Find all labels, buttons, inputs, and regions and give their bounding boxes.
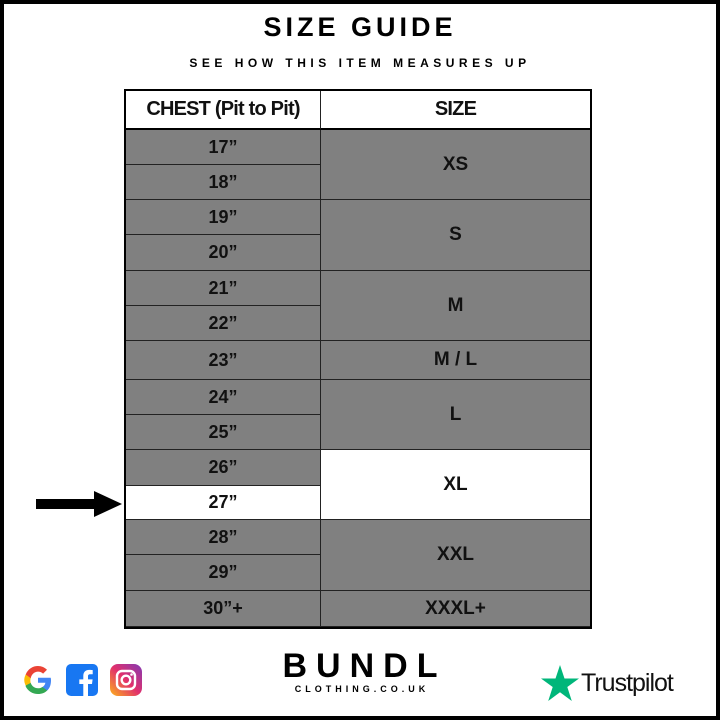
facebook-icon[interactable]	[66, 664, 98, 696]
brand-name: BUNDL	[282, 647, 447, 685]
brand-url: CLOTHING.CO.UK	[294, 684, 430, 694]
chest-cell: 29”	[126, 555, 321, 591]
chest-cell: 22”	[126, 306, 321, 341]
social-icons	[22, 664, 142, 696]
size-cell: M	[321, 271, 590, 341]
size-cell: XL	[321, 450, 590, 520]
chest-cell: 23”	[126, 341, 321, 380]
chest-cell: 26”	[126, 450, 321, 486]
chest-cell: 24”	[126, 380, 321, 415]
chest-cell: 19”	[126, 200, 321, 235]
size-cell: XXXL+	[321, 591, 590, 627]
chest-cell: 17”	[126, 130, 321, 165]
brand-logo: BUNDL CLOTHING.CO.UK	[270, 648, 450, 694]
instagram-icon[interactable]	[110, 664, 142, 696]
chest-cell: 28”	[126, 520, 321, 555]
chest-cell: 21”	[126, 271, 321, 306]
trustpilot-logo[interactable]: Trustpilot	[541, 665, 674, 701]
chest-cell: 30”+	[126, 591, 321, 627]
size-cell: M / L	[321, 341, 590, 380]
chest-cell: 25”	[126, 415, 321, 450]
size-cell: XXL	[321, 520, 590, 591]
size-cell: S	[321, 200, 590, 271]
page-title: SIZE GUIDE	[263, 12, 457, 42]
header-chest: CHEST (Pit to Pit)	[126, 91, 321, 130]
size-cell: L	[321, 380, 590, 450]
page-subtitle: SEE HOW THIS ITEM MEASURES UP	[189, 56, 531, 70]
size-table: CHEST (Pit to Pit) SIZE 17” 18” 19” 20” 21” 2…	[124, 89, 592, 629]
google-icon[interactable]	[22, 664, 54, 696]
header-size: SIZE	[321, 91, 590, 130]
chest-cell: 20”	[126, 235, 321, 271]
chest-cell: 18”	[126, 165, 321, 200]
star-icon	[541, 665, 579, 701]
size-cell: XS	[321, 130, 590, 200]
arrow-right-icon	[36, 491, 122, 517]
chest-cell: 27”	[126, 486, 321, 520]
trustpilot-text: Trustpilot	[581, 668, 674, 697]
